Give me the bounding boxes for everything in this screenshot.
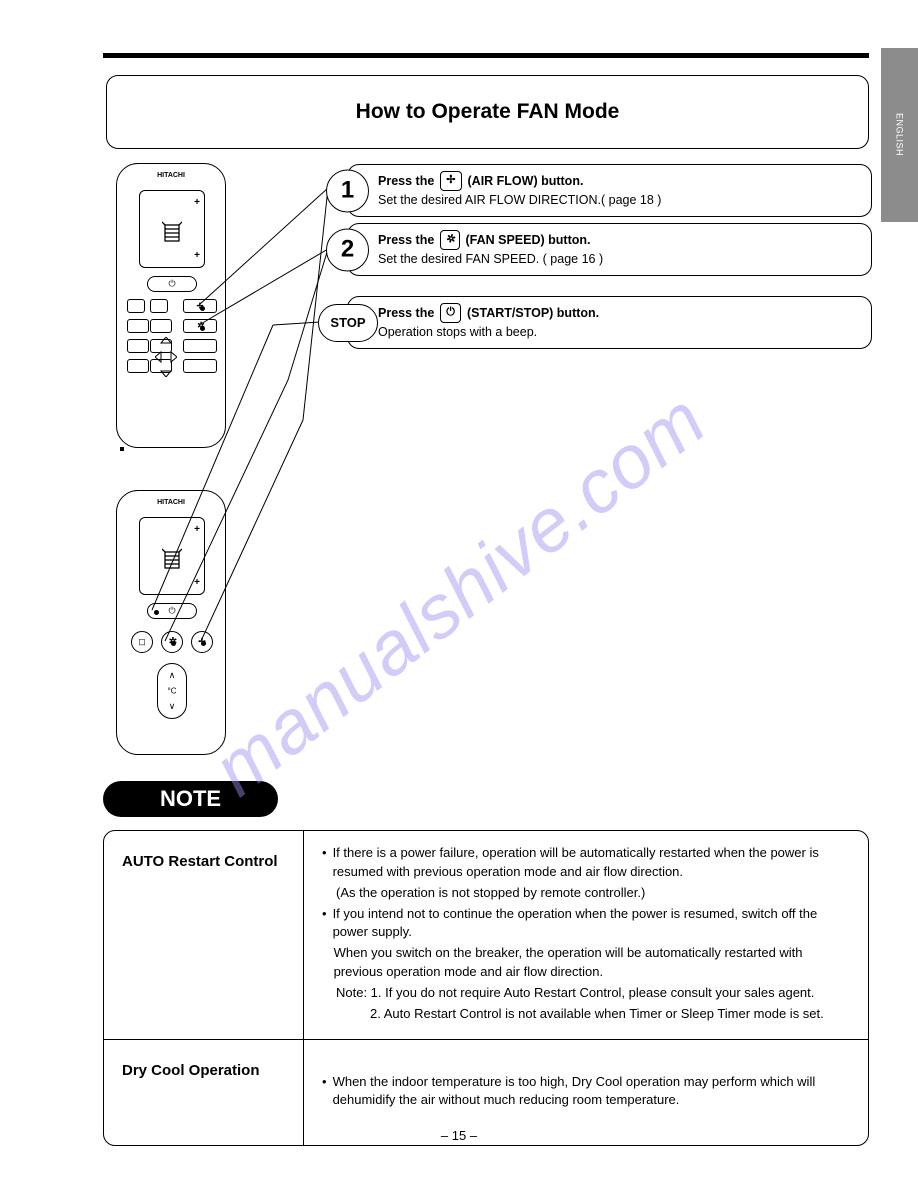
mode-button-diagram: ◻ <box>131 631 153 653</box>
deflector-icon <box>162 548 182 572</box>
step-line: Set the desired AIR FLOW DIRECTION.( pag… <box>378 193 661 207</box>
note-auto-restart-title: AUTO Restart Control <box>104 831 304 1039</box>
note-line: (As the operation is not stopped by remo… <box>336 884 645 903</box>
fanspeed-button-diagram: ✲ <box>161 631 183 653</box>
step-line: Operation stops with a beep. <box>378 325 537 339</box>
step-prefix: Press the <box>378 304 434 322</box>
step-1-box: 1 Press the ✢ (AIR FLOW) button. Set the… <box>347 164 872 217</box>
step-btn-label: (AIR FLOW) button. <box>468 172 584 190</box>
fanspeed-icon: ✲ <box>440 230 459 250</box>
step-2-box: 2 Press the ✲ (FAN SPEED) button. Set th… <box>347 223 872 276</box>
airflow-button-diagram: ✢ <box>191 631 213 653</box>
note-line: If you intend not to continue the operat… <box>333 905 850 943</box>
note-line: When you switch on the breaker, the oper… <box>334 944 850 982</box>
plus-icon: + <box>194 577 200 588</box>
note-auto-restart-body: •If there is a power failure, operation … <box>304 831 868 1039</box>
step-content: Press the ✲ (FAN SPEED) button. Set the … <box>348 230 871 268</box>
ir-dot <box>120 447 124 451</box>
btn <box>127 299 145 313</box>
bullet-icon: • <box>322 1073 327 1111</box>
step-number: 2 <box>326 228 369 271</box>
temp-rocker-diagram: ∧ °C ∨ <box>157 663 187 719</box>
button-panel: ✢ ✲ <box>127 299 215 429</box>
plus-icon: + <box>194 250 200 261</box>
btn <box>183 359 217 373</box>
bullet-icon: • <box>322 905 327 943</box>
btn <box>127 359 149 373</box>
step-prefix: Press the <box>378 231 434 249</box>
airflow-icon: ✢ <box>440 171 461 191</box>
power-button-diagram: ⏻ <box>147 603 197 619</box>
note-heading: NOTE <box>103 781 278 817</box>
remote-control-diagram-bottom: HITACHI + + ⏻ ◻ ✲ ✢ ∧ °C ∨ <box>116 490 226 755</box>
brand-label: HITACHI <box>157 172 185 179</box>
plus-icon: + <box>194 524 200 535</box>
callout-dot <box>200 326 205 331</box>
step-prefix: Press the <box>378 172 434 190</box>
btn <box>127 319 149 333</box>
note-line: 2. Auto Restart Control is not available… <box>370 1005 824 1024</box>
remote-screen: + + <box>139 190 205 268</box>
note-line: If there is a power failure, operation w… <box>333 844 850 882</box>
callout-dot <box>201 641 206 646</box>
watermark-text: manualshive.com <box>197 376 722 812</box>
section-title: How to Operate FAN Mode <box>106 75 869 149</box>
top-rule <box>103 53 869 58</box>
btn <box>127 339 149 353</box>
step-content: Press the ✢ (AIR FLOW) button. Set the d… <box>348 171 871 209</box>
btn <box>150 299 168 313</box>
step-stop-label: STOP <box>318 304 378 342</box>
note-line: When the indoor temperature is too high,… <box>333 1073 850 1111</box>
bullet-icon: • <box>322 844 327 882</box>
step-btn-label: (START/STOP) button. <box>467 304 599 322</box>
arrow-pad <box>155 337 177 377</box>
callout-dot <box>171 641 176 646</box>
brand-label: HITACHI <box>157 499 185 506</box>
deflector-icon <box>162 221 182 245</box>
callout-dot <box>154 610 159 615</box>
step-btn-label: (FAN SPEED) button. <box>466 231 591 249</box>
step-line: Set the desired FAN SPEED. ( page 16 ) <box>378 252 603 266</box>
step-number: 1 <box>326 169 369 212</box>
remote-screen: + + <box>139 517 205 595</box>
plus-icon: + <box>194 197 200 208</box>
page-number: – 15 – <box>0 1128 918 1143</box>
note-table: AUTO Restart Control •If there is a powe… <box>103 830 869 1146</box>
note-line: Note: 1. If you do not require Auto Rest… <box>336 984 814 1003</box>
remote-control-diagram-top: HITACHI + + ⏻ ✢ ✲ <box>116 163 226 448</box>
side-language-tab: ENGLISH <box>881 48 918 222</box>
step-stop-box: STOP Press the ⏻ (START/STOP) button. Op… <box>347 296 872 349</box>
startstop-icon: ⏻ <box>440 303 461 323</box>
btn <box>183 339 217 353</box>
callout-dot <box>200 306 205 311</box>
btn <box>150 319 172 333</box>
power-button-diagram: ⏻ <box>147 276 197 292</box>
step-content: Press the ⏻ (START/STOP) button. Operati… <box>348 303 871 341</box>
